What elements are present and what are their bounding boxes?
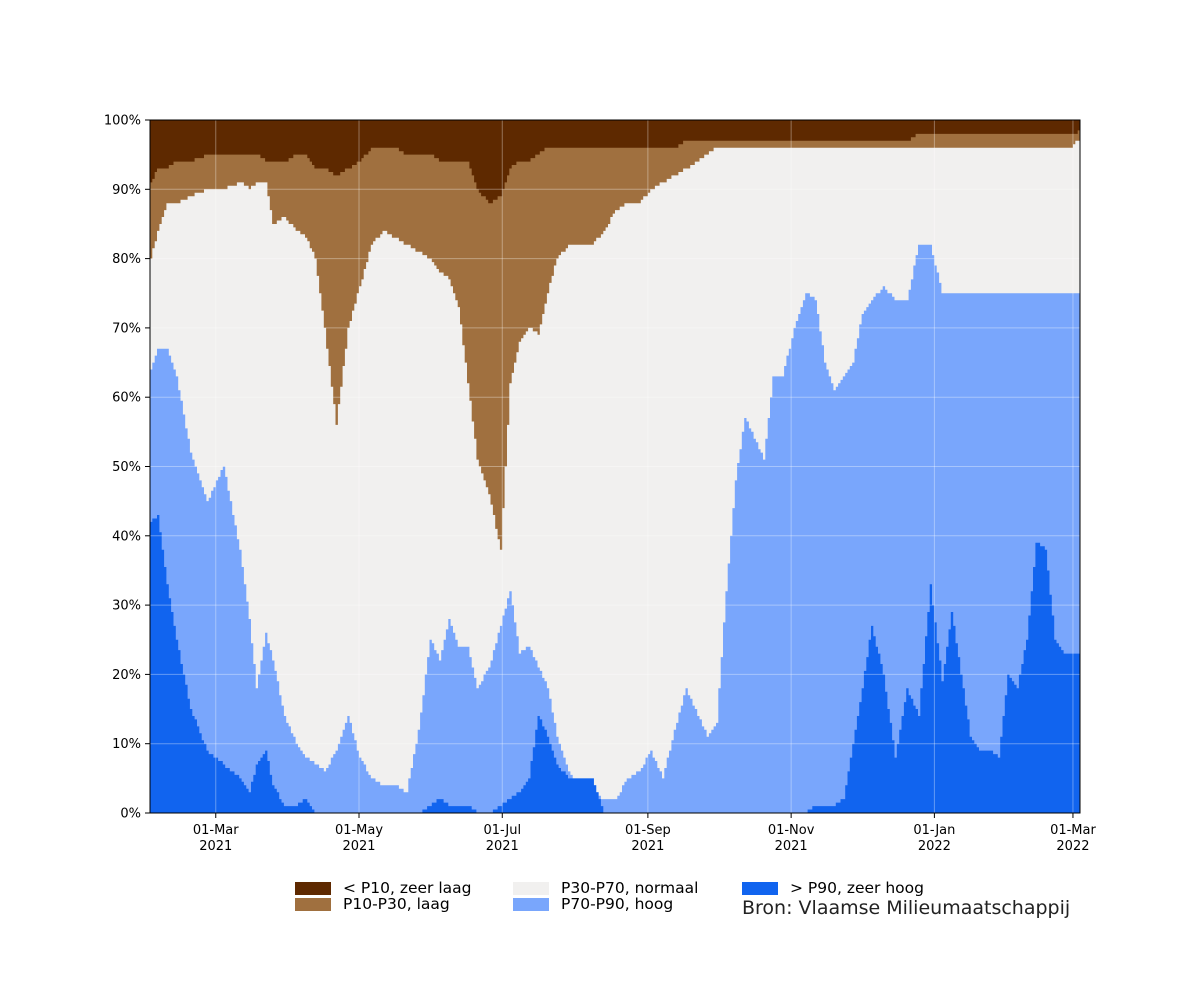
y-tick-label: 80% [112,252,141,267]
x-tick-year: 2021 [342,839,375,854]
legend-label: > P90, zeer hoog [790,879,924,897]
x-axis: 01-Mar202101-May202101-Jul202101-Sep2021… [193,813,1096,854]
legend-swatch [513,897,549,911]
source-label: Bron: Vlaamse Milieumaatschappij [742,897,1071,919]
y-tick-label: 40% [112,529,141,544]
x-tick-year: 2022 [918,839,951,854]
gridlines [150,119,1080,814]
y-tick-label: 0% [120,807,141,822]
legend-label: P10-P30, laag [343,895,450,913]
x-tick-label: 01-Nov [768,823,815,838]
y-tick-label: 10% [112,737,141,752]
x-tick-label: 01-Jul [483,823,521,838]
legend: < P10, zeer laag P10-P30, laag P30-P70, … [295,878,1075,928]
stacked-areas [150,130,1080,814]
x-tick-year: 2021 [486,839,519,854]
legend-swatch [742,881,778,895]
legend-label: P30-P70, normaal [561,879,699,897]
legend-swatch [295,881,331,895]
x-tick-year: 2021 [775,839,808,854]
legend-swatch [295,897,331,911]
x-tick-label: 01-Mar [193,823,239,838]
area-zeer-hoog [150,515,1080,813]
y-axis: 0% 10% 20% 30% 40% 50% 60% 70% 80% 90% 100% [104,114,150,822]
legend-item-laag: P10-P30, laag [295,895,450,913]
legend-item-zeer-hoog: > P90, zeer hoog [742,879,924,897]
y-tick-label: 100% [104,114,141,129]
y-tick-label: 70% [112,321,141,336]
legend-label: < P10, zeer laag [343,879,472,897]
area-hoog [150,244,1080,813]
y-tick-label: 20% [112,668,141,683]
y-tick-label: 50% [112,460,141,475]
legend-swatch [513,881,549,895]
legend-label: P70-P90, hoog [561,895,674,913]
legend-item-zeer-laag: < P10, zeer laag [295,879,472,897]
x-tick-year: 2021 [631,839,664,854]
y-tick-label: 30% [112,599,141,614]
y-tick-label: 60% [112,391,141,406]
legend-item-normaal: P30-P70, normaal [513,879,699,897]
x-tick-year: 2021 [199,839,232,854]
x-tick-label: 01-May [335,823,383,838]
y-tick-label: 90% [112,183,141,198]
x-tick-label: 01-Jan [913,823,955,838]
x-tick-label: 01-Mar [1050,823,1096,838]
x-tick-year: 2022 [1056,839,1089,854]
x-tick-label: 01-Sep [625,823,671,838]
legend-item-hoog: P70-P90, hoog [513,895,674,913]
